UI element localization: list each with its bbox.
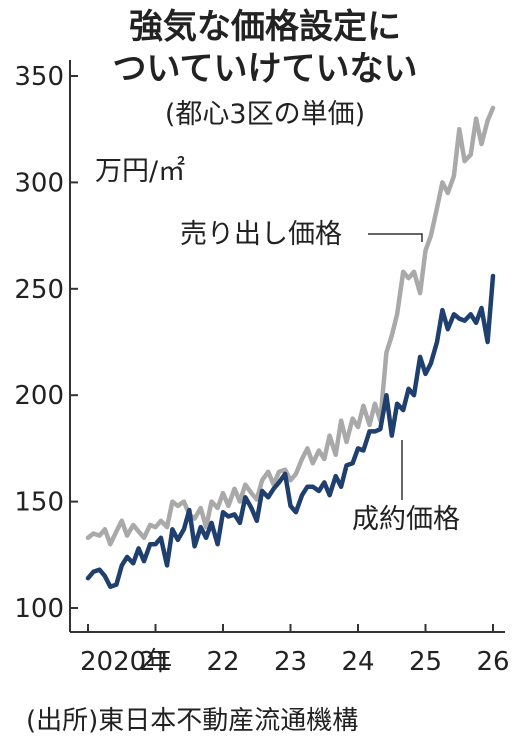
series-labels: 売り出し価格 成約価格 [180,219,460,535]
x-tick-label: 2020年 [80,647,172,677]
source-note: (出所)東日本不動産流通機構 [26,706,359,736]
series-line-contract [85,273,496,589]
chart-subtitle: (都心3区の単価) [164,99,366,130]
y-tick-label: 250 [14,275,64,305]
x-tick-label: 25 [409,647,442,677]
x-tick-label: 21 [139,647,172,677]
x-tick-label: 26 [476,647,509,677]
y-tick-label: 300 [14,168,64,198]
unit-label: 万円/㎡ [95,156,185,187]
chart-title-line-1: 強気な価格設定に [129,7,401,47]
x-tick-label: 23 [274,647,307,677]
axes [69,60,505,633]
y-tick-label: 100 [14,594,64,624]
x-tick-label: 24 [341,647,374,677]
y-tick-label: 200 [14,381,64,411]
series-line-asking [85,105,496,547]
y-ticks: 100 150 200 250 300 350 [14,62,78,624]
y-tick-label: 150 [14,488,64,518]
y-tick-label: 350 [14,62,64,92]
series [85,105,496,589]
x-tick-label: 22 [206,647,239,677]
chart-title-line-2: ついていけていない [112,49,418,89]
series-label-contract: 成約価格 [352,504,460,535]
series-label-asking: 売り出し価格 [180,219,342,250]
leader-line-asking [368,233,423,242]
